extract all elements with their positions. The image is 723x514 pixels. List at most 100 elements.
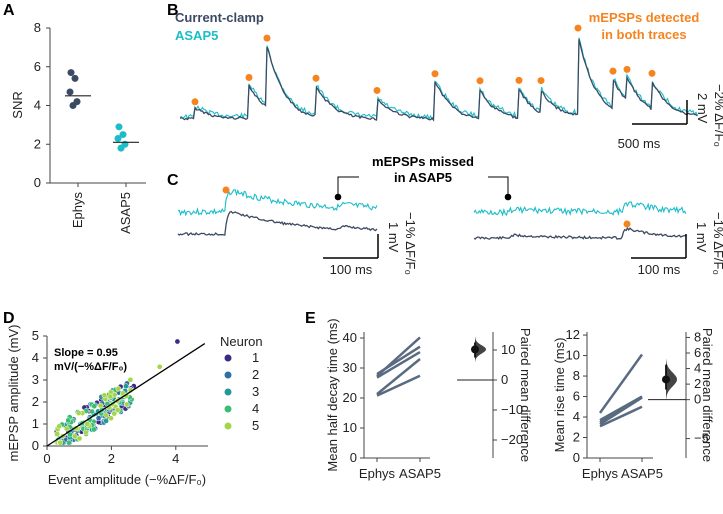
b-event-marker xyxy=(574,24,582,32)
fit-label-line2: mV/(−%ΔF/F₀) xyxy=(54,361,127,373)
e-right-tick-label: 10 xyxy=(501,342,515,357)
missed-marker-left xyxy=(334,193,342,201)
c-event-marker xyxy=(222,186,230,194)
a-xtick-label: Ephys xyxy=(70,192,85,229)
b-event-marker xyxy=(431,70,439,78)
missed-label-line1: mEPSPs missed xyxy=(372,154,474,169)
e-xtick-label: ASAP5 xyxy=(621,466,663,481)
panel-label-d: D xyxy=(3,310,15,327)
d-ytick-label: 3 xyxy=(32,372,39,387)
c-left-scale-df: −1% ΔF/F₀ xyxy=(403,212,418,275)
panel-label-e: E xyxy=(305,310,316,327)
e-bootstrap-distribution xyxy=(666,358,677,401)
a-point xyxy=(115,123,123,131)
panel-b-traces: Current-clamp ASAP5 mEPSPs detected in b… xyxy=(175,10,723,151)
e-right-tick-label: 8 xyxy=(694,329,701,344)
c-left-scale-time: 100 ms xyxy=(330,262,373,277)
d-point xyxy=(174,338,181,345)
e-mean-diff-point xyxy=(471,345,479,354)
e-paired-line xyxy=(376,345,421,376)
e-mean-diff-point xyxy=(662,375,670,384)
e-ytick-label: 30 xyxy=(343,360,357,375)
e-ytick-label: 6 xyxy=(573,389,580,404)
d-point xyxy=(91,426,97,433)
legend-asap5: ASAP5 xyxy=(175,28,218,43)
d-ytick-label: 0 xyxy=(32,438,39,453)
missed-marker-right xyxy=(504,193,512,201)
b-event-marker xyxy=(476,77,484,85)
d-point xyxy=(127,376,134,383)
missed-connector-right xyxy=(488,176,509,197)
b-scale-df: −2% ΔF/F₀ xyxy=(712,84,723,147)
e2-ylabel: Mean rise time (ms) xyxy=(552,338,567,453)
b-event-marker xyxy=(609,67,617,75)
d-point xyxy=(66,439,72,446)
e-xtick-label: ASAP5 xyxy=(399,466,441,481)
c-left-asap5-trace xyxy=(177,189,378,217)
d-point xyxy=(123,401,130,408)
d-ytick-label: 1 xyxy=(32,416,39,431)
a-point xyxy=(67,69,75,77)
legend-title: Neuron xyxy=(220,334,263,349)
d-point xyxy=(156,363,163,370)
c-right-scale-df: −1% ΔF/F₀ xyxy=(711,212,723,275)
d-xtick-label: 0 xyxy=(43,451,50,466)
a-xtick-label: ASAP5 xyxy=(118,192,133,234)
a-point xyxy=(119,131,127,139)
legend-neuron-marker xyxy=(224,388,232,396)
b-event-marker xyxy=(515,76,523,84)
panel-d-ylabel: mEPSP amplitude (mV) xyxy=(6,324,21,461)
d-point xyxy=(63,425,70,432)
d-point xyxy=(91,403,98,410)
e-ytick-label: 20 xyxy=(343,390,357,405)
legend-neuron-label: 1 xyxy=(252,350,259,365)
legend-neuron-marker xyxy=(224,354,232,362)
e-ytick-label: 8 xyxy=(573,368,580,383)
fit-label-line1: Slope = 0.95 xyxy=(54,347,118,359)
e-right-tick-label: 0 xyxy=(694,392,701,407)
b-event-marker xyxy=(263,34,271,42)
d-point xyxy=(108,415,114,422)
d-point xyxy=(103,418,109,424)
a-ytick-label: 6 xyxy=(34,59,41,74)
d-point xyxy=(123,383,129,390)
b-event-marker xyxy=(191,98,199,106)
d-point xyxy=(97,402,104,409)
e-paired-line xyxy=(598,353,644,414)
legend-neuron-label: 5 xyxy=(252,418,259,433)
b-event-marker xyxy=(373,86,381,94)
d-xtick-label: 4 xyxy=(172,451,179,466)
d-point xyxy=(56,423,63,430)
d-point xyxy=(111,410,118,417)
d-point xyxy=(54,431,61,437)
e-paired-line xyxy=(376,374,421,397)
e-ytick-label: 0 xyxy=(350,450,357,465)
b-scale-time: 500 ms xyxy=(618,136,661,151)
missed-connector-left xyxy=(337,176,359,197)
c-event-marker-right xyxy=(623,220,631,228)
a-ytick-label: 2 xyxy=(34,136,41,151)
e-right-tick-label: 2 xyxy=(694,376,701,391)
event-note-line2: in both traces xyxy=(601,27,686,42)
legend-neuron-label: 3 xyxy=(252,384,259,399)
legend-neuron-marker xyxy=(224,422,232,430)
b-event-marker xyxy=(312,74,320,82)
legend-current-clamp: Current-clamp xyxy=(175,10,264,25)
e-paired-line xyxy=(376,358,421,396)
b-event-marker xyxy=(623,65,631,73)
e-ytick-label: 0 xyxy=(573,450,580,465)
fit-line xyxy=(46,343,206,447)
panel-e-decay-chart: 0 10 20 30 40 −20 −10 0 10 Ephys ASAP5 Mean half d… xyxy=(325,318,533,481)
b-event-marker xyxy=(537,77,545,85)
d-point xyxy=(101,392,108,399)
e-right-tick-label: 4 xyxy=(694,361,701,376)
e-ytick-label: 40 xyxy=(343,330,357,345)
panel-d-amplitude-scatter: 0 2 4 0 1 2 3 4 5 Slope = 0.95 mV/(−%ΔF/F₀) Even… xyxy=(6,324,263,487)
c-right-scale-time: 100 ms xyxy=(638,262,681,277)
panel-label-b: B xyxy=(167,2,179,19)
d-point xyxy=(115,385,122,392)
legend-neuron-marker xyxy=(224,371,232,379)
a-ytick-label: 0 xyxy=(34,175,41,190)
legend-neuron-label: 4 xyxy=(252,401,259,416)
